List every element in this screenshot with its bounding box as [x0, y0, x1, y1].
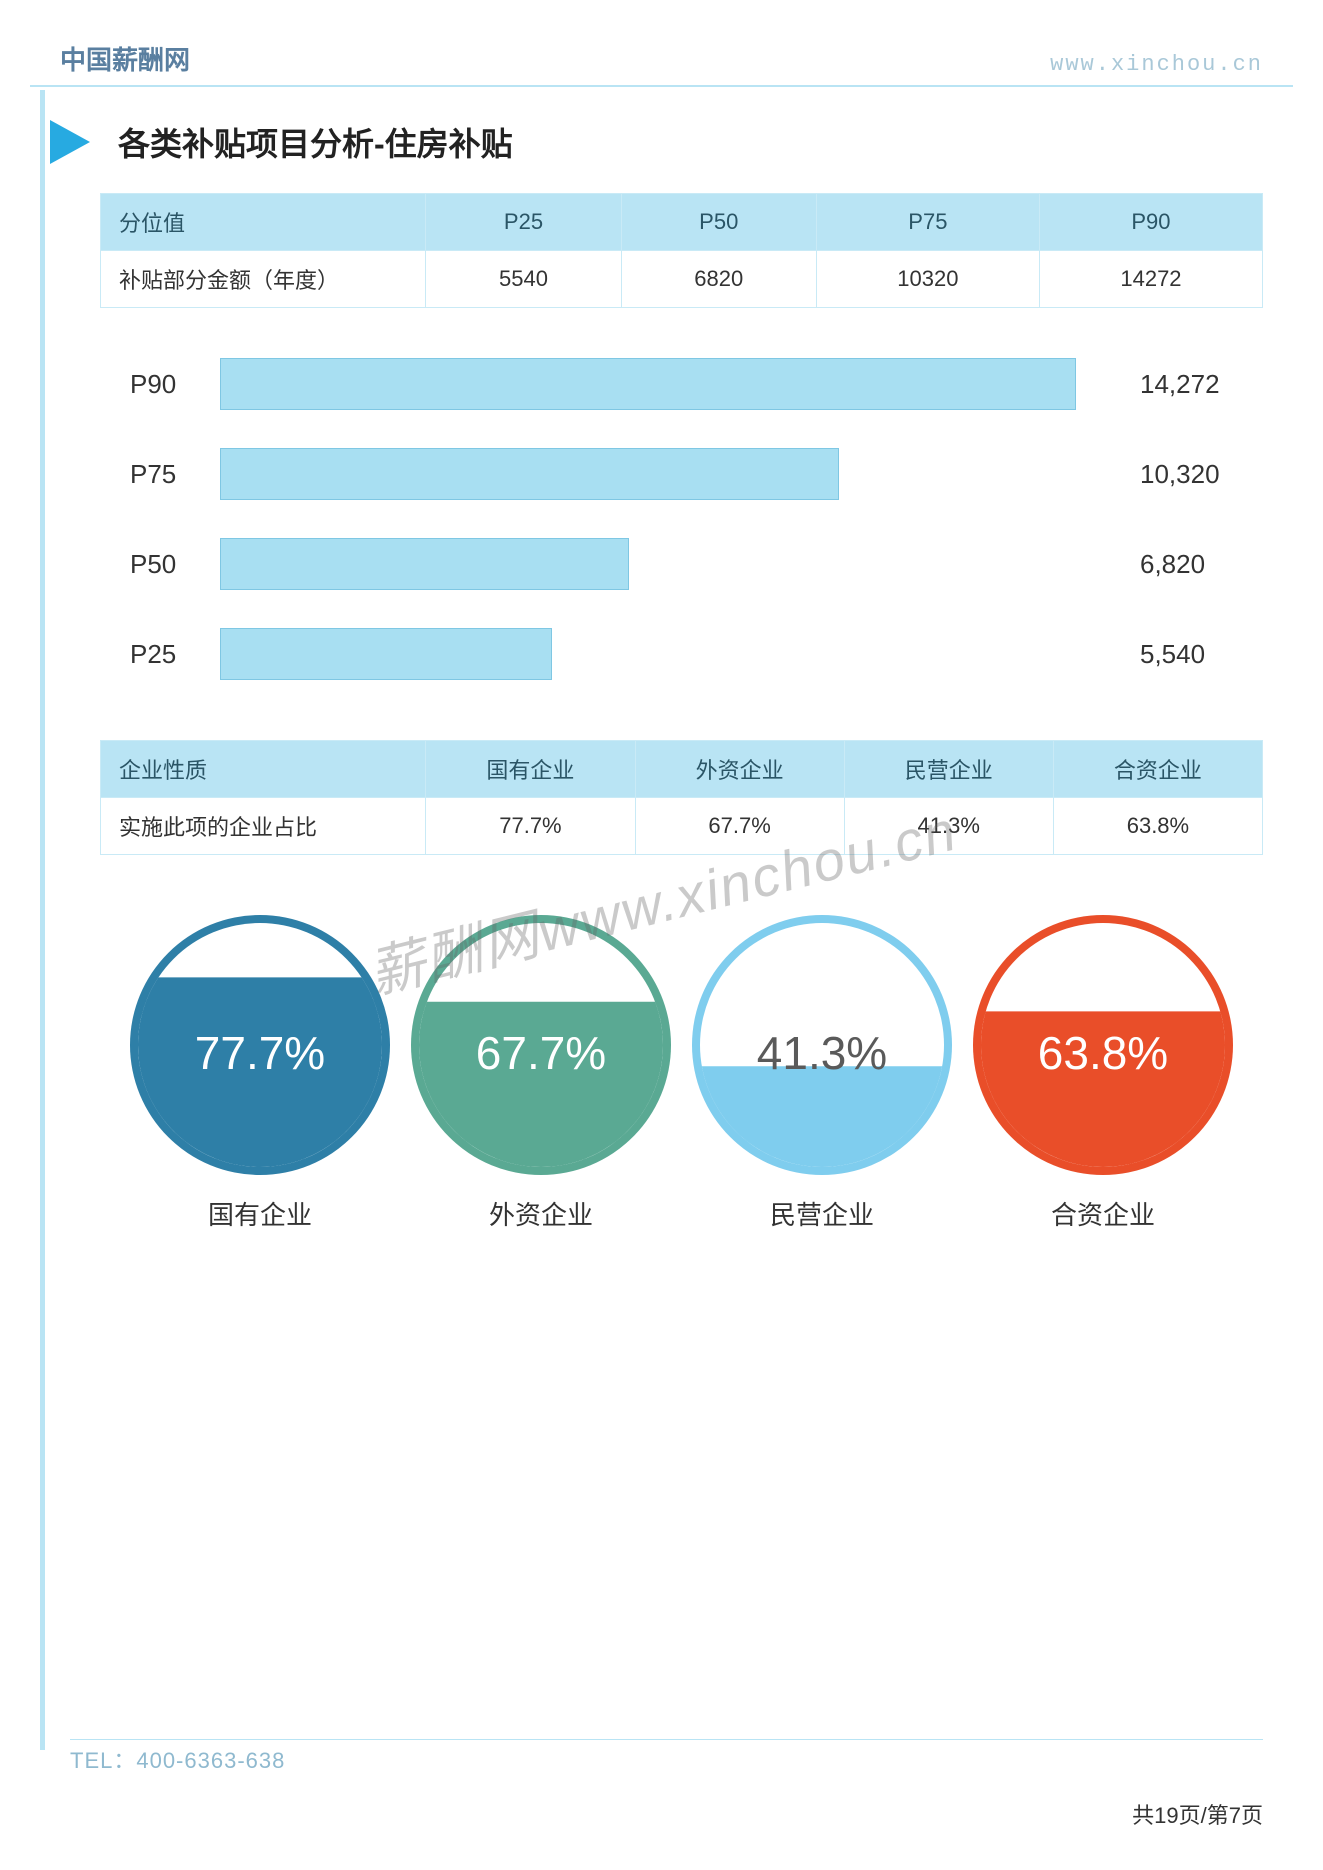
bar-category-label: P75 [130, 459, 220, 490]
table-cell: 10320 [816, 251, 1039, 308]
pie-gauge: 41.3% 民营企业 [692, 915, 952, 1232]
table-cell: 6820 [621, 251, 816, 308]
bar-track [220, 538, 1120, 590]
pie-gauge-label: 民营企业 [770, 1195, 874, 1232]
table-cell: 补贴部分金额（年度） [101, 251, 426, 308]
table-header-cell: 国有企业 [426, 741, 635, 798]
table-header-cell: 企业性质 [101, 741, 426, 798]
bar-category-label: P90 [130, 369, 220, 400]
percentile-bar-chart: P90 14,272 P75 10,320 P50 6,820 P25 5,540 [130, 358, 1263, 680]
page-header: 中国薪酬网 www.xinchou.cn [30, 40, 1293, 87]
bar-track [220, 628, 1120, 680]
enterprise-table: 企业性质 国有企业 外资企业 民营企业 合资企业 实施此项的企业占比 77.7%… [100, 740, 1263, 855]
table-cell: 5540 [426, 251, 621, 308]
bar-value-label: 6,820 [1140, 549, 1205, 580]
bar-row: P25 5,540 [130, 628, 1263, 680]
site-name: 中国薪酬网 [60, 40, 190, 77]
bar-track [220, 358, 1120, 410]
table-header-cell: 分位值 [101, 194, 426, 251]
table-header-cell: 合资企业 [1053, 741, 1262, 798]
table-cell: 67.7% [635, 798, 844, 855]
table-header-cell: 民营企业 [844, 741, 1053, 798]
pie-gauge-pct: 63.8% [1038, 1027, 1168, 1079]
bar-row: P75 10,320 [130, 448, 1263, 500]
enterprise-pie-row: 77.7% 国有企业 67.7% 外资企业 41.3% 民营企业 63.8% 合资企业 [130, 915, 1233, 1232]
bar-category-label: P50 [130, 549, 220, 580]
pie-gauge-pct: 41.3% [757, 1027, 887, 1079]
bar-category-label: P25 [130, 639, 220, 670]
table-header-cell: P90 [1039, 194, 1262, 251]
percentile-table: 分位值 P25 P50 P75 P90 补贴部分金额（年度） 5540 6820… [100, 193, 1263, 308]
table-cell: 41.3% [844, 798, 1053, 855]
pie-gauge-svg: 67.7% [411, 915, 671, 1175]
section-title: 各类补贴项目分析-住房补贴 [118, 119, 513, 165]
site-url: www.xinchou.cn [1050, 52, 1263, 77]
pie-gauge-label: 合资企业 [1051, 1195, 1155, 1232]
pie-gauge-label: 国有企业 [208, 1195, 312, 1232]
pie-gauge: 77.7% 国有企业 [130, 915, 390, 1232]
pie-gauge: 67.7% 外资企业 [411, 915, 671, 1232]
bar-fill [220, 628, 552, 680]
pie-gauge-svg: 77.7% [130, 915, 390, 1175]
bar-fill [220, 448, 839, 500]
left-accent-strip [40, 90, 45, 1750]
bar-fill [220, 538, 629, 590]
bar-value-label: 14,272 [1140, 369, 1220, 400]
pie-gauge: 63.8% 合资企业 [973, 915, 1233, 1232]
triangle-icon [50, 120, 90, 164]
table-header-cell: P50 [621, 194, 816, 251]
bar-fill [220, 358, 1076, 410]
pie-gauge-fill [702, 1066, 942, 1167]
table-header-cell: P25 [426, 194, 621, 251]
pie-gauge-svg: 41.3% [692, 915, 952, 1175]
bar-row: P50 6,820 [130, 538, 1263, 590]
pie-gauge-pct: 67.7% [476, 1027, 606, 1079]
pie-gauge-pct: 77.7% [195, 1027, 325, 1079]
pie-gauge-label: 外资企业 [489, 1195, 593, 1232]
bar-row: P90 14,272 [130, 358, 1263, 410]
table-header-cell: P75 [816, 194, 1039, 251]
bar-value-label: 5,540 [1140, 639, 1205, 670]
table-cell: 实施此项的企业占比 [101, 798, 426, 855]
footer-page-info: 共19页/第7页 [1132, 1798, 1263, 1830]
bar-value-label: 10,320 [1140, 459, 1220, 490]
section-title-row: 各类补贴项目分析-住房补贴 [50, 119, 1293, 165]
table-header-cell: 外资企业 [635, 741, 844, 798]
table-cell: 63.8% [1053, 798, 1262, 855]
table-cell: 77.7% [426, 798, 635, 855]
table-cell: 14272 [1039, 251, 1262, 308]
bar-track [220, 448, 1120, 500]
pie-gauge-svg: 63.8% [973, 915, 1233, 1175]
footer-tel: TEL：400-6363-638 [70, 1735, 285, 1775]
